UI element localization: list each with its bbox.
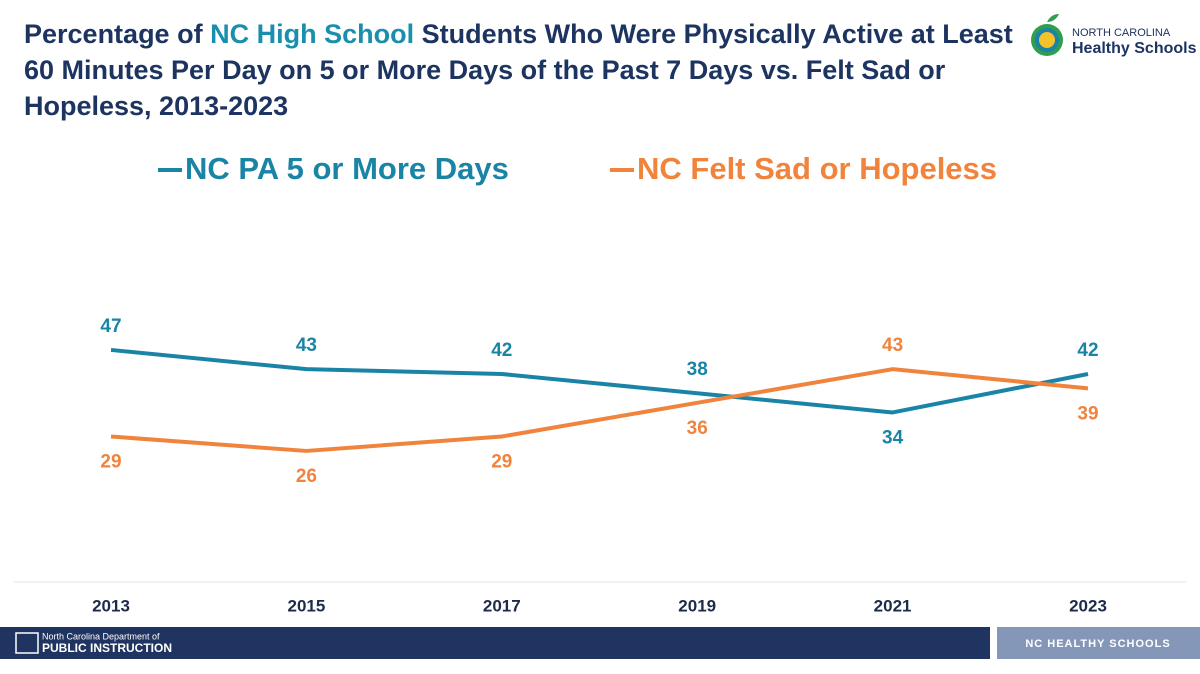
footer-text: PUBLIC INSTRUCTION (42, 641, 172, 655)
x-tick-label: 2019 (678, 596, 716, 615)
data-label: 34 (882, 427, 904, 448)
data-label: 29 (100, 452, 121, 473)
data-label: 43 (296, 335, 317, 356)
logo: NORTH CAROLINA Healthy Schools (1031, 14, 1197, 57)
x-tick-label: 2015 (287, 596, 325, 615)
logo-leaf (1047, 14, 1059, 22)
logo-star (1039, 32, 1055, 48)
title-highlight: NC High School (210, 19, 415, 49)
x-tick-label: 2023 (1069, 596, 1107, 615)
title-part: Students Who Were Physically Active at L… (24, 19, 1013, 121)
title-part: Percentage of (24, 19, 203, 49)
footer-bar (0, 627, 990, 659)
x-tick-label: 2013 (92, 596, 130, 615)
footer-icon (15, 632, 39, 654)
data-label: 43 (882, 335, 903, 356)
data-label: 36 (687, 418, 708, 439)
data-label: 42 (491, 340, 512, 361)
footer-text: North Carolina Department of (42, 631, 160, 641)
chart-title: Percentage of NC High School Students Wh… (24, 16, 1014, 124)
data-label: 29 (491, 452, 512, 473)
data-label: 42 (1077, 340, 1098, 361)
legend-label: NC PA 5 or More Days (185, 151, 509, 186)
legend-label: NC Felt Sad or Hopeless (637, 151, 997, 186)
data-label: 38 (687, 359, 708, 380)
series-line (110, 367, 1089, 453)
logo-text: Healthy Schools (1072, 40, 1197, 57)
x-tick-label: 2021 (874, 596, 912, 615)
logo-text: NORTH CAROLINA (1072, 27, 1171, 39)
x-tick-label: 2017 (483, 596, 521, 615)
data-label: 47 (100, 316, 121, 337)
footer-box (997, 627, 1200, 659)
data-label: 26 (296, 466, 317, 487)
series-line (110, 347, 1089, 415)
footer-text: NC HEALTHY SCHOOLS (1025, 638, 1170, 650)
data-label: 39 (1077, 403, 1098, 424)
